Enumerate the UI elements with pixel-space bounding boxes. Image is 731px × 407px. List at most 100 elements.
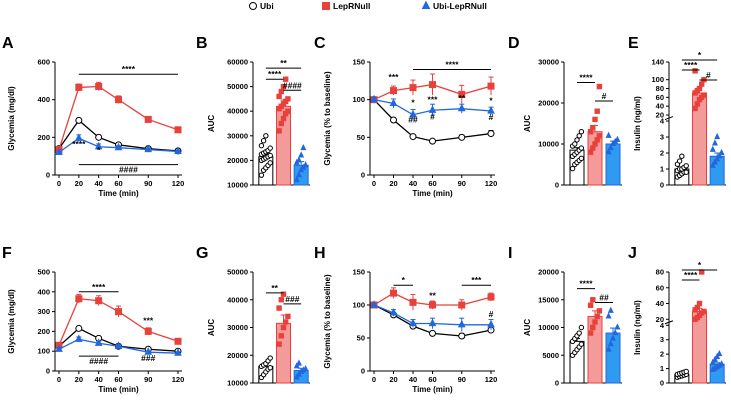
sig-label: ****	[579, 279, 593, 289]
data-point-ubi	[75, 116, 83, 124]
x-axis-label-H: Time (min)	[412, 385, 453, 394]
x-tick-label-A: 0	[57, 179, 61, 188]
scatter-point-LepRNull	[278, 88, 285, 95]
scatter-point-Ubi-LepRNull	[612, 328, 619, 336]
y-tick-label-B: 20000	[227, 156, 248, 165]
panel-label-E: E	[628, 35, 639, 52]
scatter-point-Ubi-LepRNull	[295, 171, 302, 178]
y-tick-label-E: 4	[660, 117, 665, 126]
data-point-ubi	[390, 116, 397, 124]
x-tick-label-F: 20	[75, 375, 83, 384]
panel-label-G: G	[196, 245, 208, 262]
scatter-point-LepRNull	[276, 305, 282, 311]
data-point-lep	[458, 301, 466, 309]
scatter-point-LepRNull	[285, 313, 291, 320]
data-point-lep	[75, 295, 83, 303]
x-tick-label-C: 40	[409, 179, 417, 188]
y-tick-label-E: 3	[660, 133, 664, 142]
scatter-point-Ubi-LepRNull	[614, 323, 621, 330]
sig-label: *	[411, 98, 415, 108]
sig-label: ####	[119, 165, 138, 175]
sig-label: **	[429, 290, 436, 300]
sig-label: ****	[579, 73, 593, 83]
data-point-blue	[174, 348, 182, 356]
y-tick-label-D: 30000	[538, 58, 559, 67]
series-line-ubi	[373, 99, 492, 142]
y-tick-label-H: 100	[352, 301, 365, 310]
scatter-point-LepRNull	[592, 319, 598, 325]
scatter-point-Ubi-LepRNull	[605, 345, 612, 352]
series-line-blue	[373, 99, 492, 116]
scatter-point-Ubi	[676, 158, 683, 164]
y-tick-label-G: 40000	[227, 295, 248, 304]
x-tick-label-F: 60	[114, 375, 122, 384]
x-tick-label-H: 20	[389, 375, 397, 384]
sig-label: ##	[599, 293, 609, 303]
y-axis-label-F: Glycemia (mg/dl)	[7, 289, 16, 354]
scatter-point-Ubi-LepRNull	[293, 362, 300, 369]
y-tick-label-J: 4	[660, 321, 665, 330]
data-point-blue	[457, 319, 466, 328]
y-tick-label-E: 0	[660, 181, 664, 190]
data-point-lep	[115, 96, 122, 104]
scatter-point-Ubi	[578, 341, 585, 347]
scatter-point-Ubi	[267, 152, 273, 159]
legend-label-ubi: Ubi	[260, 1, 274, 11]
y-tick-label-B: 10000	[227, 181, 248, 190]
scatter-point-Ubi	[578, 145, 585, 151]
scatter-point-Ubi	[578, 324, 585, 331]
legend-marker-blue	[421, 0, 431, 9]
x-tick-label-A: 40	[94, 179, 102, 188]
y-tick-label-G: 50000	[227, 268, 248, 277]
data-point-lep	[115, 308, 122, 316]
x-tick-label-H: 90	[458, 375, 466, 384]
y-tick-label-E: 100	[651, 75, 664, 84]
data-point-ubi	[95, 133, 103, 141]
sig-label: ****	[445, 60, 459, 70]
y-tick-label-I: 15000	[538, 295, 559, 304]
scatter-point-LepRNull	[701, 308, 707, 315]
y-tick-label-C: 0	[361, 171, 365, 180]
sig-label: ****	[92, 282, 106, 292]
scatter-point-Ubi-LepRNull	[614, 135, 621, 142]
scatter-point-Ubi	[578, 155, 585, 162]
data-point-lep	[174, 337, 182, 345]
data-point-blue	[114, 341, 123, 349]
scatter-point-LepRNull	[692, 105, 698, 112]
series-line-ubi	[373, 304, 492, 337]
y-tick-label-F: 400	[37, 287, 50, 296]
data-point-ubi	[458, 133, 466, 141]
y-tick-label-F: 100	[37, 347, 50, 356]
data-point-lep	[458, 90, 466, 98]
scatter-point-Ubi	[267, 365, 273, 371]
legend-label-lep: LepRNull	[333, 1, 370, 11]
x-tick-label-H: 0	[372, 375, 376, 384]
data-point-blue	[94, 338, 103, 346]
data-point-blue	[55, 344, 63, 352]
scatter-point-LepRNull	[596, 83, 603, 90]
scatter-point-LepRNull	[590, 124, 596, 131]
y-tick-label-J: 80	[656, 268, 664, 277]
y-tick-label-F: 200	[37, 327, 50, 336]
y-tick-label-B: 50000	[227, 82, 248, 91]
x-tick-label-A: 20	[75, 179, 83, 188]
data-point-lep	[409, 298, 417, 306]
sig-label: ****	[268, 69, 282, 79]
y-tick-label-A: 600	[37, 58, 50, 67]
x-tick-label-C: 120	[485, 179, 498, 188]
y-tick-label-E: 20	[656, 111, 664, 120]
x-axis-label-C: Time (min)	[412, 189, 453, 198]
sig-label: ****	[72, 139, 86, 149]
y-tick-label-H: 50	[357, 334, 365, 343]
scatter-point-Ubi-LepRNull	[607, 143, 614, 151]
scatter-point-Ubi-LepRNull	[300, 143, 307, 151]
y-axis-label-B: AUC	[207, 115, 216, 133]
sig-label: ****	[684, 270, 698, 280]
scatter-point-LepRNull	[594, 108, 600, 114]
sig-label: *	[698, 50, 702, 60]
y-tick-label-G: 20000	[227, 351, 248, 360]
scatter-point-Ubi-LepRNull	[709, 145, 716, 152]
data-point-ubi	[75, 324, 83, 332]
x-tick-label-C: 0	[372, 179, 376, 188]
scatter-point-LepRNull	[276, 341, 282, 347]
